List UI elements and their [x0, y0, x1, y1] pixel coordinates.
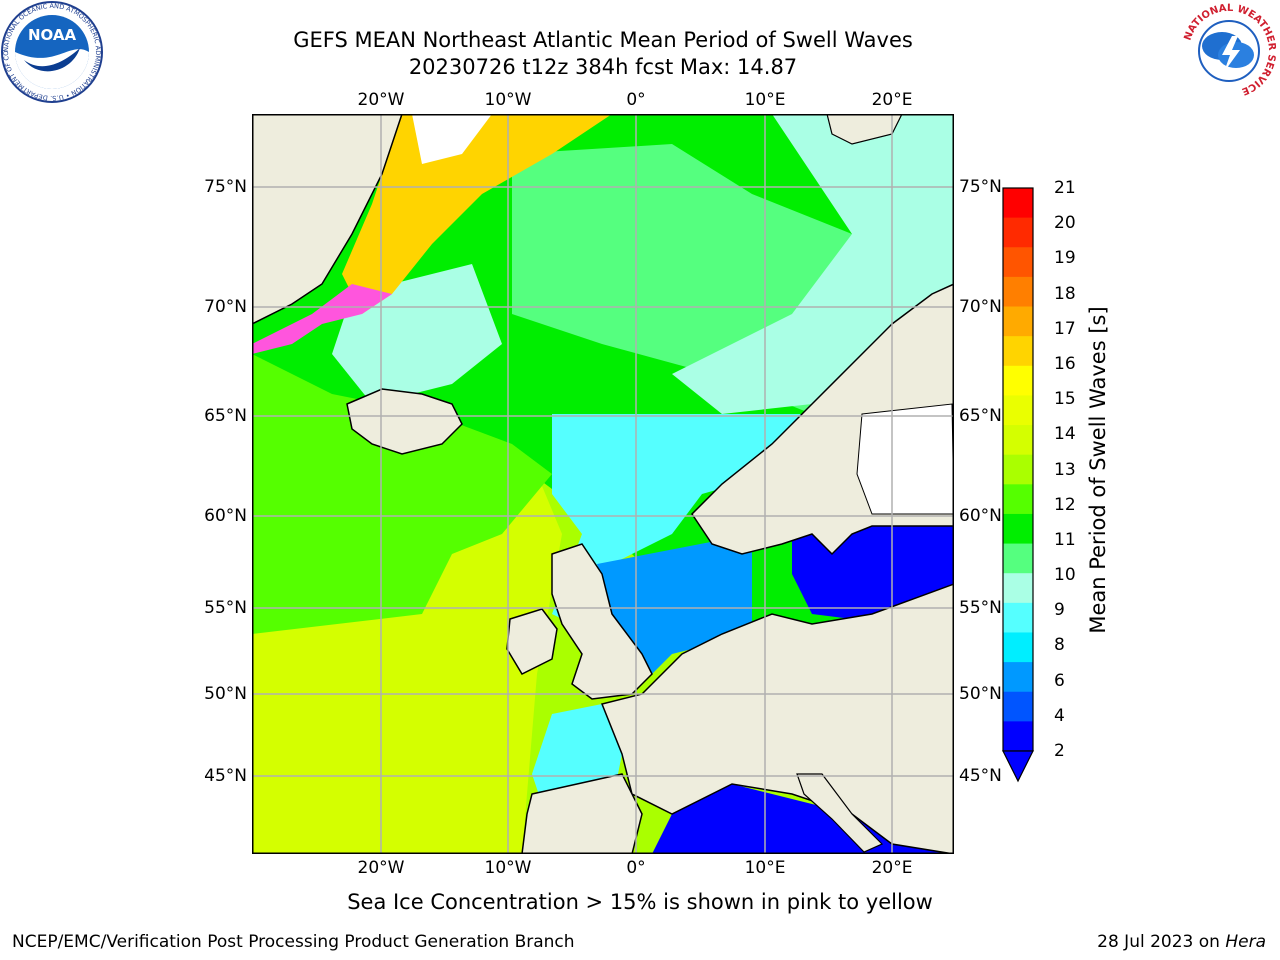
lat-label-right: 55°N	[959, 598, 1002, 618]
svalbard-land	[826, 114, 903, 145]
colorbar-tick-label: 8	[1054, 635, 1065, 656]
chart-subtitle: 20230726 t12z 384h fcst Max: 14.87	[408, 55, 798, 79]
iceland-land	[346, 388, 463, 455]
lat-label-left: 45°N	[204, 766, 247, 786]
colorbar-tick-label: 2	[1054, 741, 1065, 761]
sea-ice-edge	[252, 284, 392, 354]
colorbar-segment	[1003, 395, 1033, 426]
colorbar-tick-label: 4	[1054, 705, 1065, 726]
colorbar-segment	[1003, 602, 1033, 633]
colorbar-segment	[1003, 365, 1033, 396]
lon-label-bottom: 20°E	[871, 858, 913, 878]
colorbar-label: Mean Period of Swell Waves [s]	[1086, 306, 1110, 634]
sea-ice-note-text: Sea Ice Concentration > 15% is shown in …	[347, 890, 933, 914]
colorbar-tick-label: 9	[1054, 600, 1065, 621]
lat-label-right: 60°N	[959, 506, 1002, 526]
colorbar-tick-label: 12	[1054, 494, 1076, 515]
colorbar-segment	[1003, 247, 1033, 278]
lon-label-bottom: 20°W	[357, 858, 405, 878]
colorbar-tick-label: 10	[1054, 565, 1076, 586]
colorbar-tick-label: 18	[1054, 283, 1076, 304]
date-prefix: 28 Jul 2023 on	[1097, 932, 1226, 952]
lon-label-top: 20°E	[871, 90, 913, 110]
lat-label-left: 50°N	[204, 684, 247, 704]
lon-label-top: 10°E	[744, 90, 786, 110]
colorbar-segment	[1003, 336, 1033, 367]
colorbar	[1002, 187, 1034, 783]
sea-ice-band	[342, 114, 612, 314]
lon-label-bottom: 10°E	[744, 858, 786, 878]
chart-title: GEFS MEAN Northeast Atlantic Mean Period…	[293, 28, 913, 52]
svg-text:NOAA: NOAA	[28, 26, 77, 44]
machine-name: Hera	[1225, 932, 1266, 952]
date-text: 28 Jul 2023 on Hera	[1097, 932, 1266, 952]
lon-label-bottom: 10°W	[484, 858, 532, 878]
lon-label-top: 0°	[626, 90, 646, 110]
italy-land	[796, 773, 884, 853]
colorbar-tick-label: 11	[1054, 529, 1076, 550]
colorbar-segment	[1003, 188, 1033, 219]
colorbar-segment	[1003, 632, 1033, 663]
colorbar-segment	[1003, 513, 1033, 545]
lat-label-left: 75°N	[204, 177, 247, 197]
credit-text: NCEP/EMC/Verification Post Processing Pr…	[12, 932, 575, 952]
sweden-finland-white	[856, 403, 954, 515]
colorbar-segment	[1003, 484, 1033, 515]
colorbar-segment	[1003, 721, 1033, 752]
colorbar-segment	[1003, 691, 1033, 722]
lat-label-left: 65°N	[204, 406, 247, 426]
colorbar-tick-label: 20	[1054, 213, 1076, 234]
colorbar-segment	[1003, 425, 1033, 456]
lon-label-bottom: 0°	[626, 858, 646, 878]
sea-ice-note: Sea Ice Concentration > 15% is shown in …	[0, 890, 1280, 914]
colorbar-tick-label: 17	[1054, 318, 1076, 339]
colorbar-tick-label: 14	[1054, 424, 1076, 445]
colorbar-segment	[1003, 276, 1033, 308]
colorbar-tick-label: 19	[1054, 248, 1076, 269]
ice-sheet-white	[412, 114, 492, 164]
colorbar-extend-arrow	[1002, 750, 1034, 783]
lat-label-left: 60°N	[204, 506, 247, 526]
colorbar-tick-label: 21	[1054, 178, 1076, 198]
colorbar-segment	[1003, 217, 1033, 248]
ireland-land	[506, 608, 558, 675]
med-field-2s	[652, 784, 954, 854]
colorbar-segment	[1003, 306, 1033, 337]
colorbar-tick-label: 15	[1054, 389, 1076, 410]
swell-period-map	[252, 114, 954, 854]
lat-label-right: 75°N	[959, 177, 1002, 197]
map-frame	[252, 114, 954, 854]
lon-label-top: 20°W	[357, 90, 405, 110]
ocean-field-10s	[252, 354, 552, 634]
iberia-land	[521, 773, 643, 854]
colorbar-segment	[1003, 543, 1033, 574]
lat-label-right: 70°N	[959, 297, 1002, 317]
lat-label-right: 50°N	[959, 684, 1002, 704]
colorbar-segment	[1003, 573, 1033, 604]
graticule	[252, 114, 954, 854]
colorbar-tick-label: 6	[1054, 670, 1065, 691]
greenland-land	[252, 114, 403, 325]
colorbar-tick-label: 16	[1054, 353, 1076, 374]
lat-label-left: 55°N	[204, 598, 247, 618]
colorbar-segment	[1003, 454, 1033, 485]
lat-label-right: 45°N	[959, 766, 1002, 786]
colorbar-tick-label: 13	[1054, 459, 1076, 480]
lon-label-top: 10°W	[484, 90, 532, 110]
nws-logo: NATIONAL WEATHER SERVICE	[1180, 2, 1278, 100]
colorbar-segment	[1003, 662, 1033, 693]
lat-label-left: 70°N	[204, 297, 247, 317]
lat-label-right: 65°N	[959, 406, 1002, 426]
noaa-logo: NATIONAL OCEANIC AND ATMOSPHERIC ADMINIS…	[0, 0, 103, 103]
